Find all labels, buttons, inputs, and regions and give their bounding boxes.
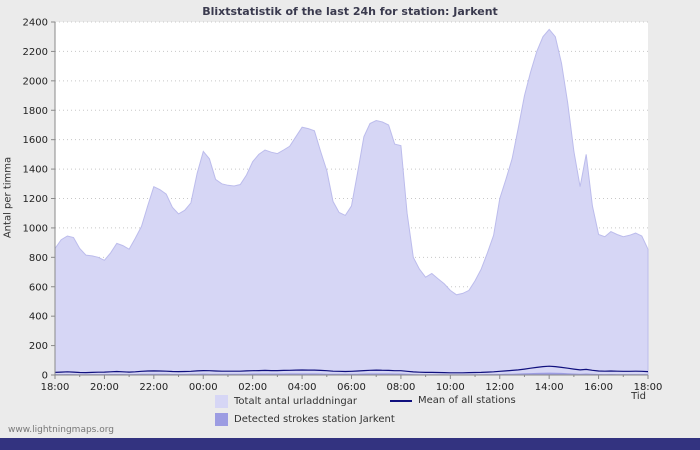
y-tick-label: 2200	[23, 47, 48, 58]
legend-item-total: Totalt antal urladdningar	[215, 395, 357, 408]
total-discharges-area	[54, 28, 649, 376]
y-tick-label: 200	[29, 341, 48, 352]
x-tick-label: 20:00	[90, 382, 119, 393]
x-tick-label: 22:00	[139, 382, 168, 393]
mean-line-swatch-icon	[390, 399, 412, 402]
chart-title: Blixtstatistik of the last 24h for stati…	[202, 5, 498, 18]
y-tick-label: 1200	[23, 194, 48, 205]
x-tick-label: 18:00	[41, 382, 70, 393]
x-tick-label: 06:00	[337, 382, 366, 393]
x-axis-label: Tid	[631, 391, 646, 402]
y-tick-label: 600	[29, 282, 48, 293]
lightningmaps-link[interactable]: www.lightningmaps.org	[8, 425, 114, 435]
total-discharges-swatch-icon	[215, 395, 228, 408]
y-tick-label: 1600	[23, 135, 48, 146]
legend-mean-label: Mean of all stations	[418, 395, 516, 406]
x-tick-label: 00:00	[189, 382, 218, 393]
detected-strokes-swatch-icon	[215, 413, 228, 426]
x-tick-label: 16:00	[584, 382, 613, 393]
lightning-statistics-chart: 0 200 400 600 800 1000 1200 1400 1600 1800 2000 220…	[23, 18, 663, 394]
y-tick-label: 400	[29, 312, 48, 323]
y-tick-label: 0	[42, 371, 48, 382]
y-tick-label: 1800	[23, 106, 48, 117]
x-tick-label: 02:00	[238, 382, 267, 393]
y-tick-label: 2400	[23, 18, 48, 29]
legend-total-label: Totalt antal urladdningar	[234, 396, 358, 407]
x-tick-label: 04:00	[288, 382, 317, 393]
x-tick-label: 14:00	[535, 382, 564, 393]
x-tick-label: 12:00	[485, 382, 514, 393]
x-tick-label: 18:00	[634, 382, 663, 393]
mean-line	[54, 365, 649, 374]
y-tick-label: 2000	[23, 76, 48, 87]
y-tick-label: 800	[29, 253, 48, 264]
x-tick-label: 10:00	[436, 382, 465, 393]
detected-strokes-area	[55, 372, 648, 375]
y-tick-label: 1400	[23, 165, 48, 176]
legend-item-detected: Detected strokes station Jarkent	[215, 413, 395, 426]
y-tick-label: 1000	[23, 223, 48, 234]
legend-item-mean: Mean of all stations	[390, 395, 516, 406]
bottom-bar	[0, 438, 700, 450]
legend-detected-label: Detected strokes station Jarkent	[234, 414, 395, 425]
x-tick-label: 08:00	[387, 382, 416, 393]
